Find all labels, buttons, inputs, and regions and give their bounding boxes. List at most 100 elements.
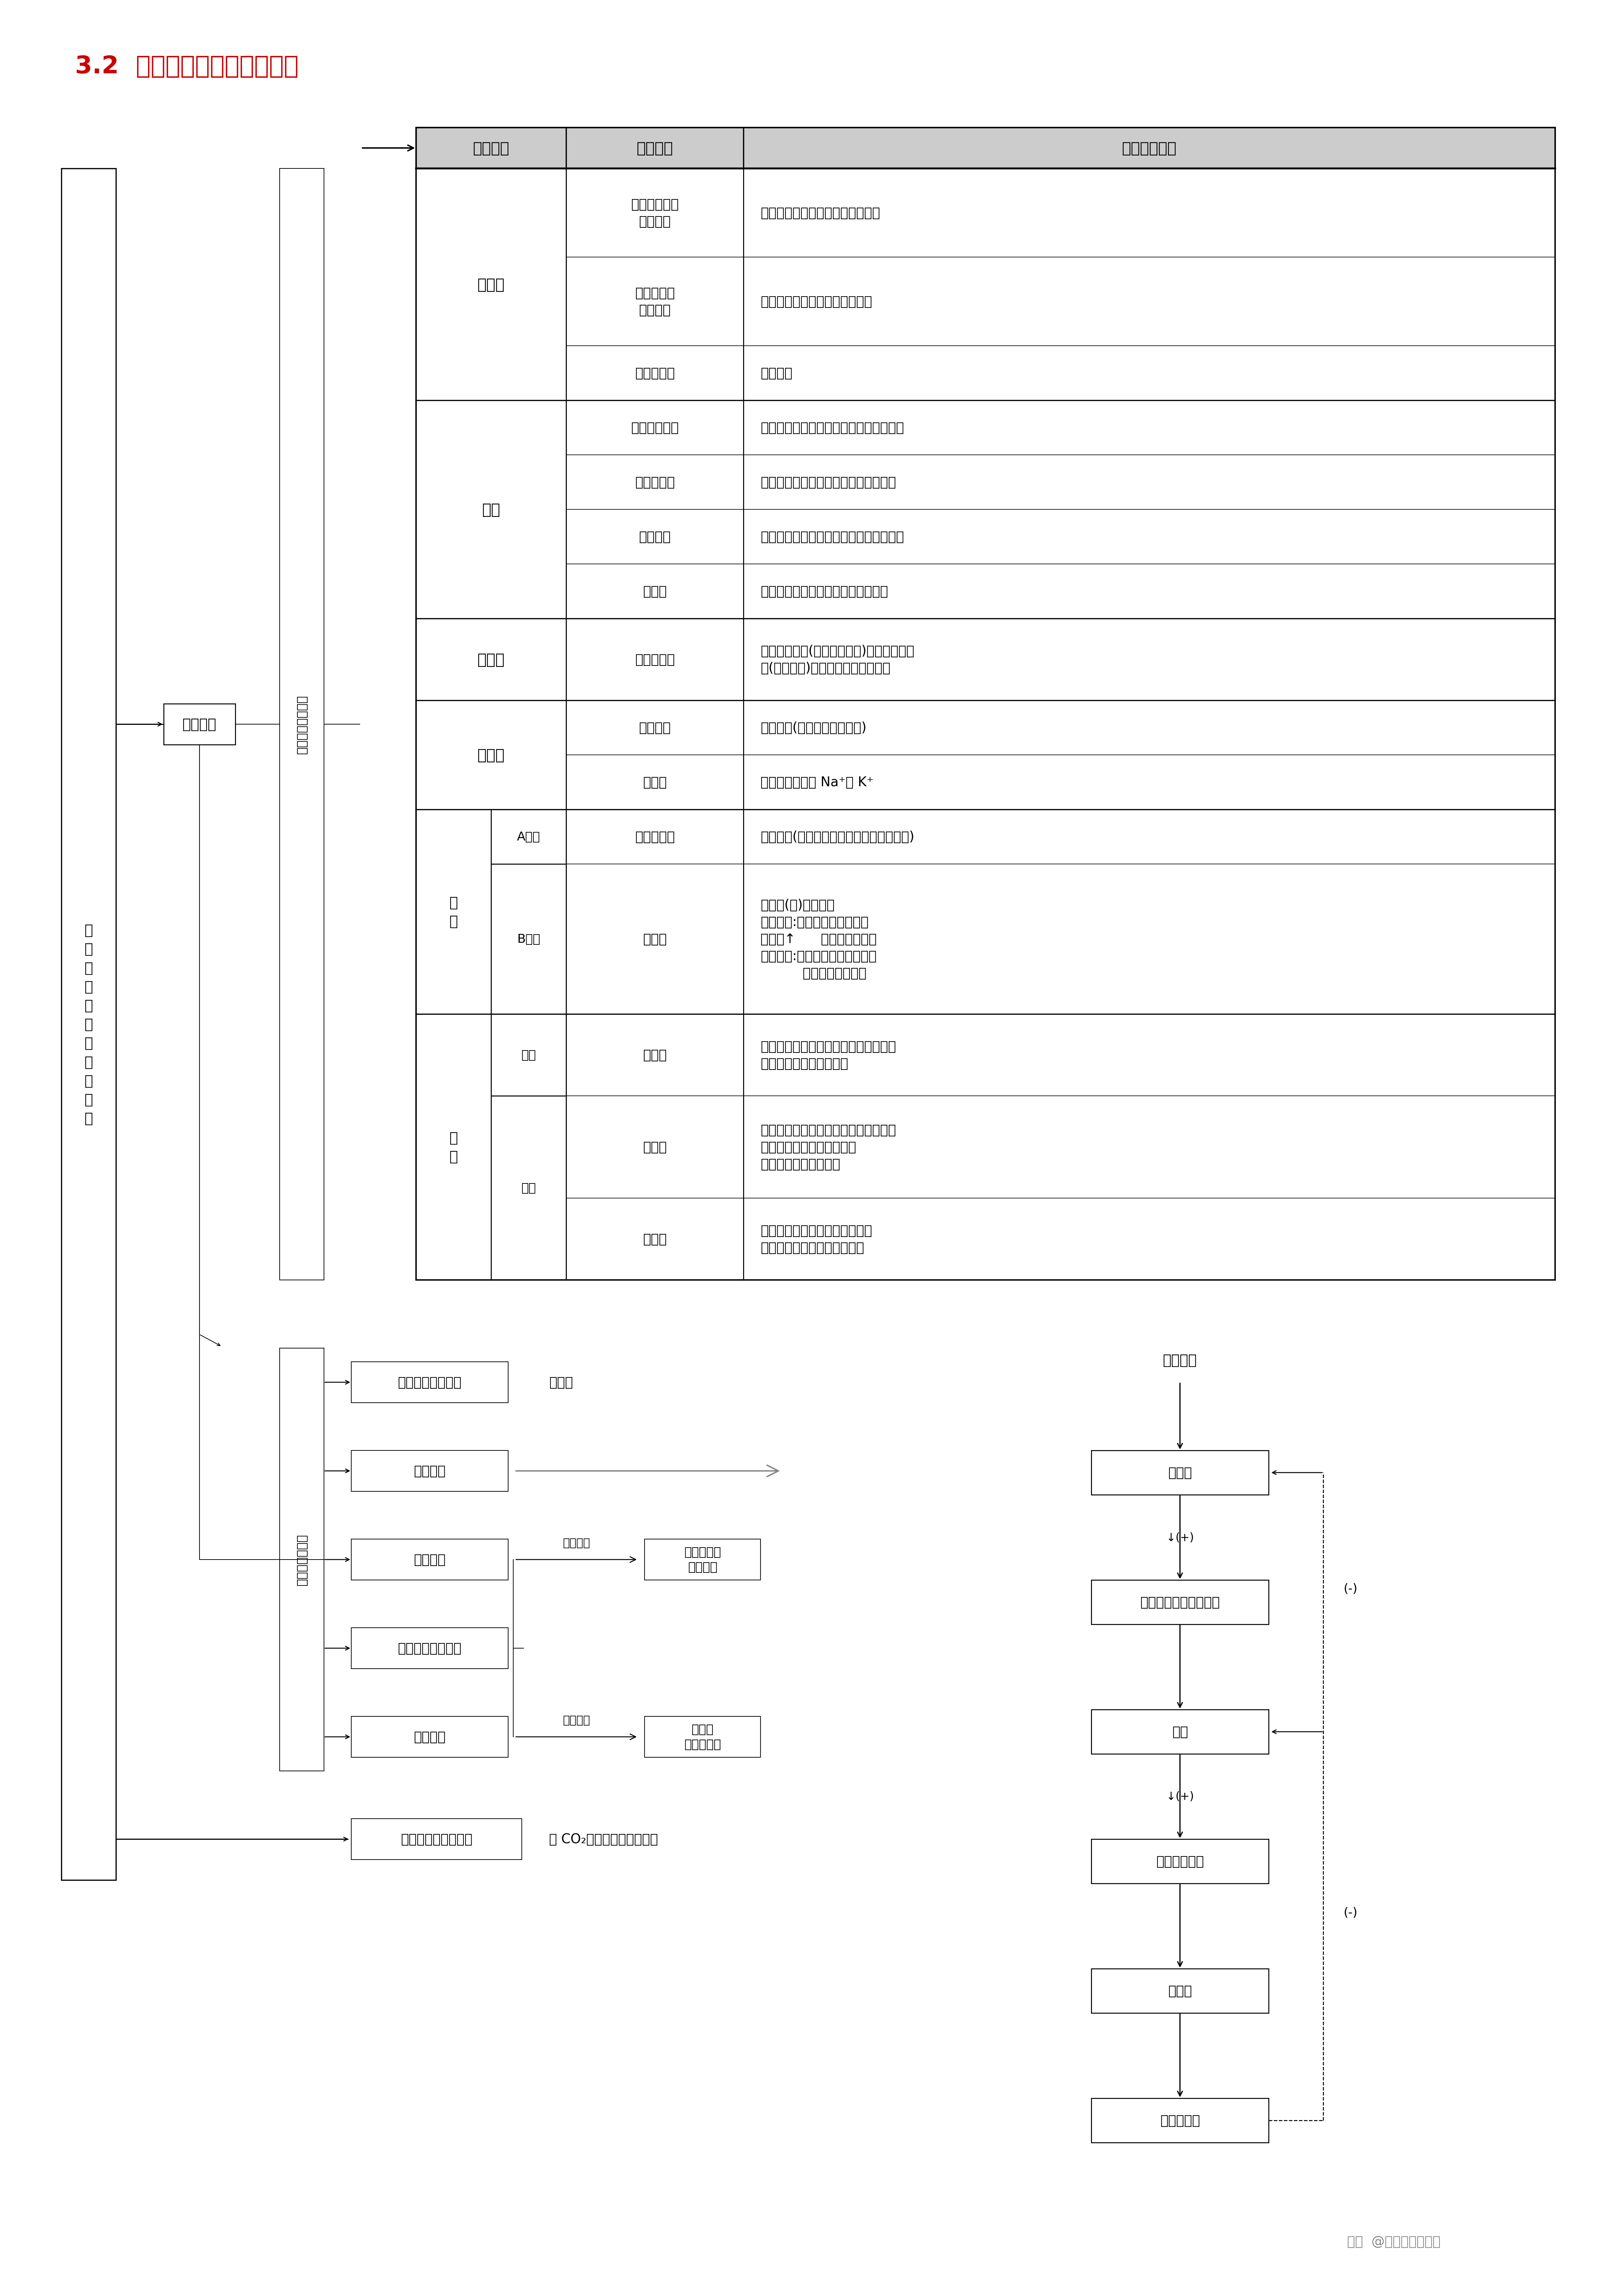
Text: 垂体: 垂体 [1173,1724,1187,1738]
Bar [351,1362,508,1403]
Text: 促甲状腺激素
释放激素: 促甲状腺激素 释放激素 [630,197,679,227]
Bar [645,1717,760,1756]
Bar [351,1717,508,1756]
Text: 促进垂体合成和分泌促甲状腺激素: 促进垂体合成和分泌促甲状腺激素 [760,207,880,220]
Text: 甲状腺激素
生长激素: 甲状腺激素 生长激素 [684,1545,721,1573]
Bar [567,257,744,347]
Text: 3.2  人和高等动物的体液调节: 3.2 人和高等动物的体液调节 [75,55,299,78]
Bar [567,129,744,168]
Text: 促进肾小管吸收 Na⁺泌 K⁺: 促进肾小管吸收 Na⁺泌 K⁺ [760,776,874,790]
Text: 增强效应: 增强效应 [562,1536,590,1548]
Bar [351,1628,508,1669]
Text: 睾丸: 睾丸 [521,1049,536,1061]
Text: 调节内分泌的中枢: 调节内分泌的中枢 [398,1375,461,1389]
Bar [416,1015,567,1095]
Bar [416,810,490,1015]
Bar [416,510,567,565]
Text: 垂体: 垂体 [482,503,500,517]
Bar [490,863,567,1015]
Text: 拮抗作用: 拮抗作用 [414,1731,445,1743]
Text: 促进甲状腺生长发育和调节其合成与分泌: 促进甲状腺生长发育和调节其合成与分泌 [760,422,905,434]
Text: 下丘脑: 下丘脑 [477,278,505,292]
Text: 雌激素: 雌激素 [643,1141,667,1153]
Text: 胰岛素
胰高血糖素: 胰岛素 胰高血糖素 [684,1724,721,1750]
Bar [1091,1839,1268,1883]
Bar [351,1818,521,1860]
Bar [416,1095,567,1199]
Bar [744,510,1556,565]
Bar [744,257,1556,347]
Bar [567,400,744,455]
Text: 促进子宫内膜和乳腺生长发育，
为受精卵着床和泌乳准备条件: 促进子宫内膜和乳腺生长发育， 为受精卵着床和泌乳准备条件 [760,1224,872,1254]
Bar [744,347,1556,400]
Bar [1091,1968,1268,2014]
Text: 人
和
高
等
动
物
的
体
液
调
节: 人 和 高 等 动 物 的 体 液 调 节 [84,923,93,1125]
Text: 减少排尿: 减少排尿 [760,367,793,379]
Bar [744,618,1556,700]
Bar [567,863,744,1015]
Text: 如 CO₂对呼吸频率的调节等: 如 CO₂对呼吸频率的调节等 [549,1832,658,1846]
Text: 促进垂体合成和分泌促性腺激素: 促进垂体合成和分泌促性腺激素 [760,296,872,308]
Bar [567,1199,744,1281]
Text: 甲状腺: 甲状腺 [1168,1984,1192,1998]
Bar [416,1015,490,1281]
Text: 其他化学物质的调节: 其他化学物质的调节 [401,1832,473,1846]
Text: 协同作用: 协同作用 [414,1552,445,1566]
Text: (-): (-) [1343,1906,1358,1917]
Text: ↓(+): ↓(+) [1166,1531,1194,1543]
Bar [567,510,744,565]
Text: 知乎  @逆袭北大小师姐: 知乎 @逆袭北大小师姐 [1346,2234,1440,2248]
Text: 促甲状腺激素: 促甲状腺激素 [630,422,679,434]
Bar [490,1015,567,1095]
Text: 促甲状腺激素释放激素: 促甲状腺激素释放激素 [1140,1596,1220,1609]
Bar [744,810,1556,863]
Text: 肾上腺: 肾上腺 [477,748,505,762]
Bar [416,257,567,347]
Text: B细胞: B细胞 [516,934,541,946]
Bar [567,618,744,700]
Text: 升高血糖(强烈促进肝糖元分解和非糖转化): 升高血糖(强烈促进肝糖元分解和非糖转化) [760,831,914,843]
Bar [567,565,744,618]
Text: 胰岛素: 胰岛素 [643,932,667,946]
Text: 生长激素: 生长激素 [638,530,671,544]
Bar [1091,1711,1268,1754]
Bar [416,168,567,400]
Text: 醛固酮: 醛固酮 [643,776,667,790]
Bar [744,455,1556,510]
Text: 促进新陈代谢(促进氧化分解)、促进生长发
育(包括神经)、提高神经系统兴奋性: 促进新陈代谢(促进氧化分解)、促进生长发 育(包括神经)、提高神经系统兴奋性 [760,645,914,675]
Bar [416,618,567,700]
Text: 胰高血糖素: 胰高血糖素 [635,831,674,843]
Bar [567,455,744,510]
Bar [416,129,567,168]
Bar [416,455,567,510]
Text: 促甲状腺激素: 促甲状腺激素 [1156,1855,1203,1869]
Text: 激素调节: 激素调节 [182,716,216,732]
Bar [1091,2099,1268,2142]
Text: 促进雄性生殖器官的发育和精子生成，
激发并维持雄性第二性征: 促进雄性生殖器官的发育和精子生成， 激发并维持雄性第二性征 [760,1040,896,1070]
Text: 激素名称: 激素名称 [637,140,672,156]
Text: 胰
岛: 胰 岛 [450,895,458,928]
Text: 反馈调节: 反馈调节 [414,1465,445,1479]
Text: 雄激素: 雄激素 [643,1049,667,1061]
Bar [744,1095,1556,1199]
Text: 肾上腺素: 肾上腺素 [638,721,671,735]
Bar [744,565,1556,618]
Bar [567,700,744,755]
Bar [567,810,744,863]
Text: 下丘脑: 下丘脑 [1168,1467,1192,1479]
Bar [416,565,567,618]
Text: 促进肝(肌)糖元合成
减少来源:促进葡萄糖氧化分解
降血糖↑      促进转变成脂肪
增加去路:抑制肝糖解抑制元分解
          抑制非糖物质转化: 促进肝(肌)糖元合成 减少来源:促进葡萄糖氧化分解 降血糖↑ 促进转变成脂肪 增… [760,898,877,980]
Bar [744,400,1556,455]
Bar [416,400,567,618]
Text: 促性腺激素: 促性腺激素 [635,475,674,489]
Text: (-): (-) [1343,1582,1358,1593]
Bar [416,700,567,810]
Bar [744,129,1556,168]
Bar [416,810,567,863]
Bar [1091,1451,1268,1495]
Bar [567,755,744,810]
Bar [744,1199,1556,1281]
Bar [416,700,567,755]
Text: 寒冷紧张: 寒冷紧张 [1163,1352,1197,1368]
Text: 促进性腺生长发育和调节其合成与分泌: 促进性腺生长发育和调节其合成与分泌 [760,475,896,489]
